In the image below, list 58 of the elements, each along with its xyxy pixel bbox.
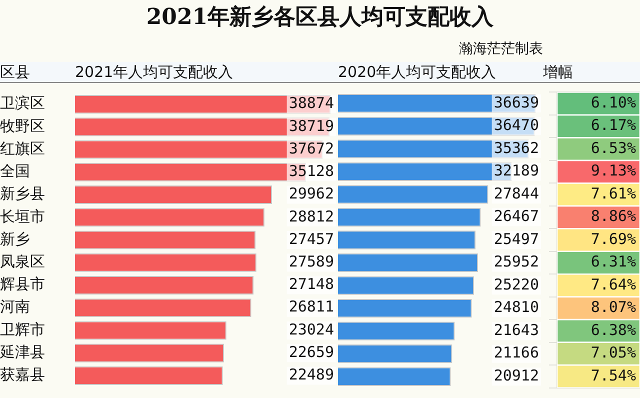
y-tick-label: 获嘉县: [0, 366, 45, 384]
data-label: 26811: [288, 298, 334, 316]
y-tick-label: 卫滨区: [0, 94, 45, 112]
data-label: 27589: [288, 252, 334, 271]
data-label: 6.17%: [590, 116, 636, 134]
data-label: 32189: [494, 162, 539, 180]
data-label: 6.31%: [590, 252, 636, 271]
data-label: 22489: [288, 366, 334, 384]
data-label: 7.54%: [590, 366, 636, 384]
data-label: 36470: [494, 116, 539, 134]
data-label: 26467: [494, 207, 539, 226]
data-label: 20912: [494, 366, 539, 385]
data-label: 25220: [494, 275, 539, 294]
data-label: 25952: [494, 252, 539, 271]
data-label: 7.05%: [590, 344, 636, 362]
data-label: 25497: [494, 230, 539, 248]
y-tick-label: 长垣市: [0, 207, 45, 226]
data-label: 21166: [494, 344, 539, 362]
data-label: 6.10%: [590, 93, 636, 112]
y-tick-label: 辉县市: [0, 275, 45, 294]
data-label: 6.53%: [590, 138, 636, 157]
data-label: 8.07%: [590, 298, 636, 316]
y-tick-label: 新乡县: [0, 184, 45, 203]
data-label: 8.86%: [590, 207, 636, 226]
data-label: 35128: [288, 162, 334, 180]
y-tick-label: 凤泉区: [0, 252, 45, 271]
data-label: 7.69%: [590, 230, 636, 248]
y-tick-label: 延津县: [0, 342, 45, 361]
y-tick-label: 新乡: [0, 230, 30, 248]
data-label: 21643: [494, 320, 539, 339]
data-label: 27148: [288, 275, 334, 294]
chart-title: 2021年新乡各区县人均可支配收入: [145, 3, 495, 32]
data-label: 36639: [494, 93, 539, 112]
text: 瀚海茫茫制表: [459, 40, 543, 58]
data-label: 35362: [494, 138, 539, 157]
data-label: 29962: [288, 184, 334, 203]
x-axis-title: 2021年人均可支配收入: [75, 62, 338, 83]
y-axis-title: 区县: [0, 62, 75, 83]
data-label: 27457: [288, 230, 334, 248]
y-tick-label: 河南: [0, 298, 30, 316]
data-label: 24810: [494, 298, 539, 316]
x-axis-title: 2020年人均可支配收入: [338, 62, 543, 83]
data-label: 38874: [288, 94, 334, 112]
data-label: 7.64%: [590, 275, 636, 294]
y-tick-label: 全国: [0, 162, 30, 180]
data-label: 9.13%: [590, 162, 636, 180]
data-label: 27844: [494, 184, 539, 202]
data-label: 6.38%: [590, 320, 636, 339]
y-tick-label: 红旗区: [0, 139, 45, 158]
data-label: 7.61%: [590, 184, 636, 202]
text: 增幅: [543, 62, 640, 83]
y-tick-label: 牧野区: [0, 116, 45, 135]
y-tick-label: 卫辉市: [0, 320, 45, 338]
data-label: 23024: [288, 320, 334, 338]
data-label: 28812: [288, 207, 334, 226]
data-label: 38719: [288, 116, 334, 135]
data-label: 22659: [288, 342, 334, 361]
data-label: 37672: [288, 139, 334, 158]
